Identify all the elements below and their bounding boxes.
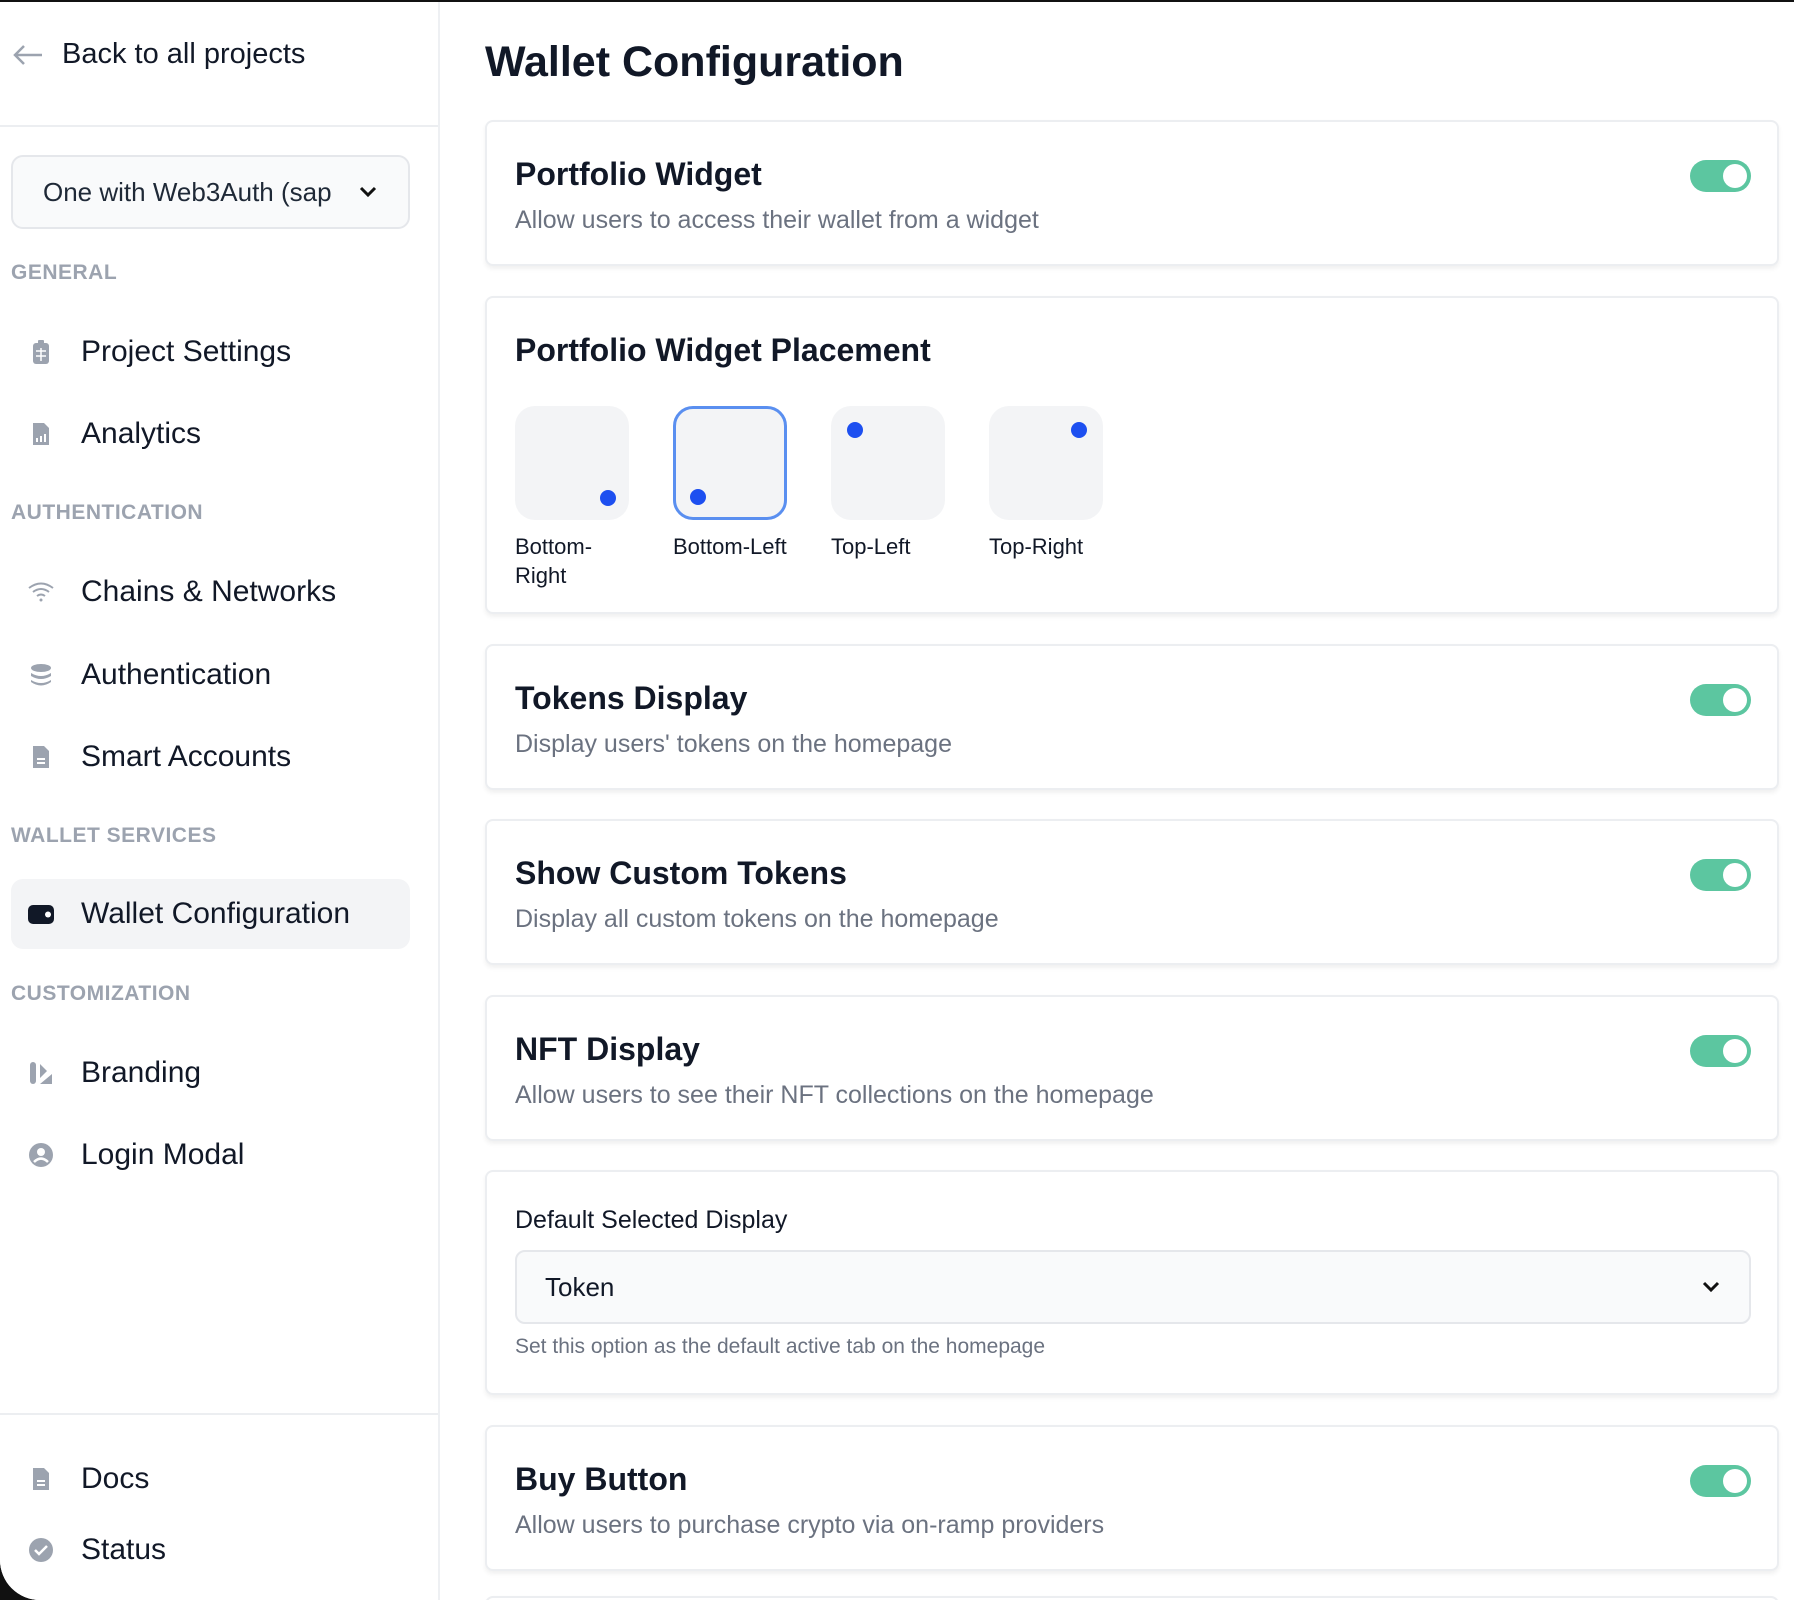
arrow-left-icon bbox=[13, 44, 42, 65]
chevron-down-icon bbox=[359, 186, 377, 198]
default-display-select[interactable]: Token bbox=[515, 1250, 1751, 1324]
sidebar-item-label: Project Settings bbox=[81, 335, 292, 368]
back-label: Back to all projects bbox=[62, 38, 306, 70]
wallet-icon bbox=[28, 905, 54, 924]
custom-tokens-card: Show Custom Tokens Display all custom to… bbox=[485, 819, 1779, 965]
placement-top-left[interactable] bbox=[831, 406, 945, 520]
sidebar-item-chains-networks[interactable]: Chains & Networks bbox=[11, 557, 410, 627]
section-authentication: AUTHENTICATION bbox=[11, 501, 204, 524]
sidebar-item-label: Status bbox=[81, 1533, 167, 1566]
back-to-projects-link[interactable]: Back to all projects bbox=[12, 38, 305, 71]
card-title: Show Custom Tokens bbox=[515, 855, 847, 891]
document-icon bbox=[33, 746, 49, 768]
card-title: Buy Button bbox=[515, 1461, 688, 1497]
placement-label: Top-Right bbox=[989, 534, 1084, 559]
section-general: GENERAL bbox=[11, 261, 118, 284]
placement-top-right[interactable] bbox=[989, 406, 1103, 520]
position-dot bbox=[600, 490, 616, 506]
next-card bbox=[485, 1596, 1779, 1600]
field-label: Default Selected Display bbox=[515, 1206, 788, 1234]
sidebar-item-authentication[interactable]: Authentication bbox=[11, 640, 410, 710]
section-customization: CUSTOMIZATION bbox=[11, 982, 191, 1005]
sidebar-item-label: Authentication bbox=[81, 658, 272, 691]
user-circle-icon bbox=[29, 1143, 53, 1167]
placement-bottom-left[interactable] bbox=[673, 406, 787, 520]
card-description: Display all custom tokens on the homepag… bbox=[515, 905, 999, 933]
sidebar-item-analytics[interactable]: Analytics bbox=[11, 399, 410, 469]
sidebar-item-label: Branding bbox=[81, 1056, 202, 1089]
sidebar-item-project-settings[interactable]: Project Settings bbox=[11, 317, 410, 387]
project-select[interactable]: One with Web3Auth (sap bbox=[11, 155, 410, 229]
divider bbox=[0, 1413, 438, 1415]
main-content: Wallet Configuration Portfolio Widget Al… bbox=[442, 2, 1794, 1600]
card-description: Display users' tokens on the homepage bbox=[515, 730, 952, 758]
database-icon bbox=[31, 664, 51, 686]
sidebar-item-label: Analytics bbox=[81, 417, 202, 450]
buy-button-toggle[interactable] bbox=[1690, 1465, 1751, 1497]
sidebar-item-wallet-configuration[interactable]: Wallet Configuration bbox=[11, 879, 410, 949]
page-title: Wallet Configuration bbox=[485, 38, 904, 86]
sidebar-item-label: Chains & Networks bbox=[81, 575, 337, 608]
card-description: Allow users to access their wallet from … bbox=[515, 206, 1039, 234]
sidebar-item-label: Docs bbox=[81, 1462, 150, 1495]
sidebar-item-label: Wallet Configuration bbox=[81, 897, 351, 930]
sidebar-item-branding[interactable]: Branding bbox=[11, 1038, 410, 1108]
check-circle-icon bbox=[29, 1538, 53, 1562]
position-dot bbox=[847, 422, 863, 438]
card-title: Portfolio Widget bbox=[515, 156, 762, 192]
default-display-card: Default Selected Display Token Set this … bbox=[485, 1170, 1779, 1395]
project-select-value: One with Web3Auth (sap bbox=[43, 176, 332, 207]
custom-tokens-toggle[interactable] bbox=[1690, 859, 1751, 891]
card-title: Portfolio Widget Placement bbox=[515, 332, 931, 368]
sidebar: Back to all projects One with Web3Auth (… bbox=[0, 2, 440, 1600]
widget-placement-card: Portfolio Widget Placement Bottom-Right … bbox=[485, 296, 1779, 614]
field-help: Set this option as the default active ta… bbox=[515, 1335, 1046, 1358]
chevron-down-icon bbox=[1702, 1281, 1720, 1293]
placement-label: Bottom-Right bbox=[515, 534, 593, 588]
branding-icon bbox=[30, 1062, 52, 1084]
tokens-display-toggle[interactable] bbox=[1690, 684, 1751, 716]
select-value: Token bbox=[545, 1271, 615, 1302]
wifi-icon bbox=[28, 582, 54, 602]
sidebar-item-status[interactable]: Status bbox=[11, 1515, 410, 1585]
clipboard-icon bbox=[33, 340, 49, 364]
nft-display-card: NFT Display Allow users to see their NFT… bbox=[485, 995, 1779, 1141]
card-description: Allow users to see their NFT collections… bbox=[515, 1081, 1154, 1109]
card-title: Tokens Display bbox=[515, 680, 748, 716]
sidebar-item-smart-accounts[interactable]: Smart Accounts bbox=[11, 722, 410, 792]
divider bbox=[0, 125, 438, 127]
tokens-display-card: Tokens Display Display users' tokens on … bbox=[485, 644, 1779, 790]
portfolio-widget-card: Portfolio Widget Allow users to access t… bbox=[485, 120, 1779, 266]
sidebar-item-docs[interactable]: Docs bbox=[11, 1444, 410, 1514]
placement-label: Top-Left bbox=[831, 534, 911, 559]
card-description: Allow users to purchase crypto via on-ra… bbox=[515, 1511, 1105, 1539]
document-icon bbox=[33, 1468, 49, 1490]
nft-display-toggle[interactable] bbox=[1690, 1035, 1751, 1067]
sidebar-item-label: Login Modal bbox=[81, 1138, 245, 1171]
sidebar-item-login-modal[interactable]: Login Modal bbox=[11, 1120, 410, 1190]
buy-button-card: Buy Button Allow users to purchase crypt… bbox=[485, 1425, 1779, 1571]
position-dot bbox=[1071, 422, 1087, 438]
sidebar-item-label: Smart Accounts bbox=[81, 740, 292, 773]
analytics-icon bbox=[33, 423, 49, 445]
position-dot bbox=[690, 489, 706, 505]
card-title: NFT Display bbox=[515, 1031, 700, 1067]
section-wallet-services: WALLET SERVICES bbox=[11, 824, 217, 847]
placement-bottom-right[interactable] bbox=[515, 406, 629, 520]
portfolio-widget-toggle[interactable] bbox=[1690, 160, 1751, 192]
placement-label: Bottom-Left bbox=[673, 534, 787, 559]
